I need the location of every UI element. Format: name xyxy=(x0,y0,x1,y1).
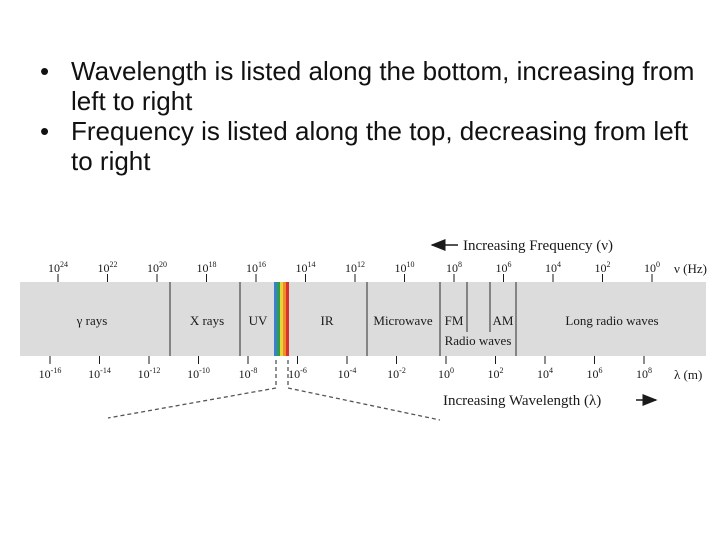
wavelength-tick-label: 100 xyxy=(438,366,454,381)
wavelength-tick-label: 10-6 xyxy=(288,366,307,381)
frequency-tick-label: 108 xyxy=(446,260,462,275)
wavelength-tick-label: 10-16 xyxy=(39,366,62,381)
frequency-tick-label: 1016 xyxy=(246,260,266,275)
frequency-tick-label: 106 xyxy=(496,260,512,275)
wavelength-tick-label: 10-12 xyxy=(138,366,161,381)
visible-color-stripe xyxy=(277,282,280,356)
wavelength-tick-label: 106 xyxy=(587,366,603,381)
wavelength-tick-label: 108 xyxy=(636,366,652,381)
visible-light-strip xyxy=(274,282,289,356)
bullet-item: • Frequency is listed along the top, dec… xyxy=(40,116,700,176)
region-radio-waves: Radio waves xyxy=(445,333,512,348)
visible-color-stripe xyxy=(280,282,283,356)
wavelength-tick-labels: 10-16 10-14 10-12 10-10 10-8 10-6 10-4 10-2 100 1… xyxy=(39,356,652,381)
frequency-tick-label: 1018 xyxy=(197,260,217,275)
spectrum-band xyxy=(20,282,706,356)
visible-color-stripe xyxy=(286,282,289,356)
bullet-text: Frequency is listed along the top, decre… xyxy=(71,116,689,176)
bullet-text: Wavelength is listed along the bottom, i… xyxy=(71,56,695,116)
bullet-list: • Wavelength is listed along the bottom,… xyxy=(40,56,700,176)
frequency-tick-label: 100 xyxy=(644,260,660,275)
region-uv: UV xyxy=(249,313,268,328)
visible-zoom-lines xyxy=(107,360,441,421)
frequency-tick-label: 104 xyxy=(545,260,561,275)
frequency-axis-label: ν (Hz) xyxy=(674,261,707,276)
wavelength-tick-label: 104 xyxy=(537,366,553,381)
region-microwave: Microwave xyxy=(373,313,432,328)
region-fm: FM xyxy=(445,313,464,328)
region-gamma-rays: γ rays xyxy=(76,313,108,328)
wavelength-tick-label: 10-4 xyxy=(338,366,357,381)
wavelength-tick-label: 10-10 xyxy=(187,366,210,381)
region-long-radio-waves: Long radio waves xyxy=(565,313,658,328)
visible-color-stripe xyxy=(283,282,286,356)
region-dividers xyxy=(169,282,517,356)
visible-color-stripe xyxy=(274,282,277,356)
bullet-marker: • xyxy=(40,116,50,146)
region-am: AM xyxy=(493,313,514,328)
wavelength-tick-label: 10-8 xyxy=(239,366,258,381)
frequency-tick-label: 1022 xyxy=(98,260,118,275)
frequency-tick-label: 1010 xyxy=(395,260,415,275)
region-x-rays: X rays xyxy=(190,313,224,328)
wavelength-tick-label: 102 xyxy=(488,366,504,381)
frequency-tick-label: 1020 xyxy=(147,260,167,275)
frequency-tick-label: 102 xyxy=(595,260,611,275)
frequency-arrow-label: Increasing Frequency (ν) xyxy=(463,238,613,254)
wavelength-arrow-label: Increasing Wavelength (λ) xyxy=(443,393,601,409)
frequency-tick-label: 1014 xyxy=(296,260,316,275)
wavelength-axis-label: λ (m) xyxy=(674,367,702,382)
bullet-marker: • xyxy=(40,56,50,86)
frequency-tick-labels: 1024 1022 1020 1018 1016 1014 1012 1010 108 106 10… xyxy=(48,260,660,282)
region-ir: IR xyxy=(321,313,334,328)
electromagnetic-spectrum-diagram: Increasing Frequency (ν) 1024 1022 1020 101… xyxy=(20,238,707,421)
bullet-item: • Wavelength is listed along the bottom,… xyxy=(40,56,700,116)
frequency-tick-label: 1012 xyxy=(345,260,365,275)
frequency-tick-label: 1024 xyxy=(48,260,68,275)
wavelength-tick-label: 10-2 xyxy=(387,366,406,381)
wavelength-tick-label: 10-14 xyxy=(88,366,111,381)
